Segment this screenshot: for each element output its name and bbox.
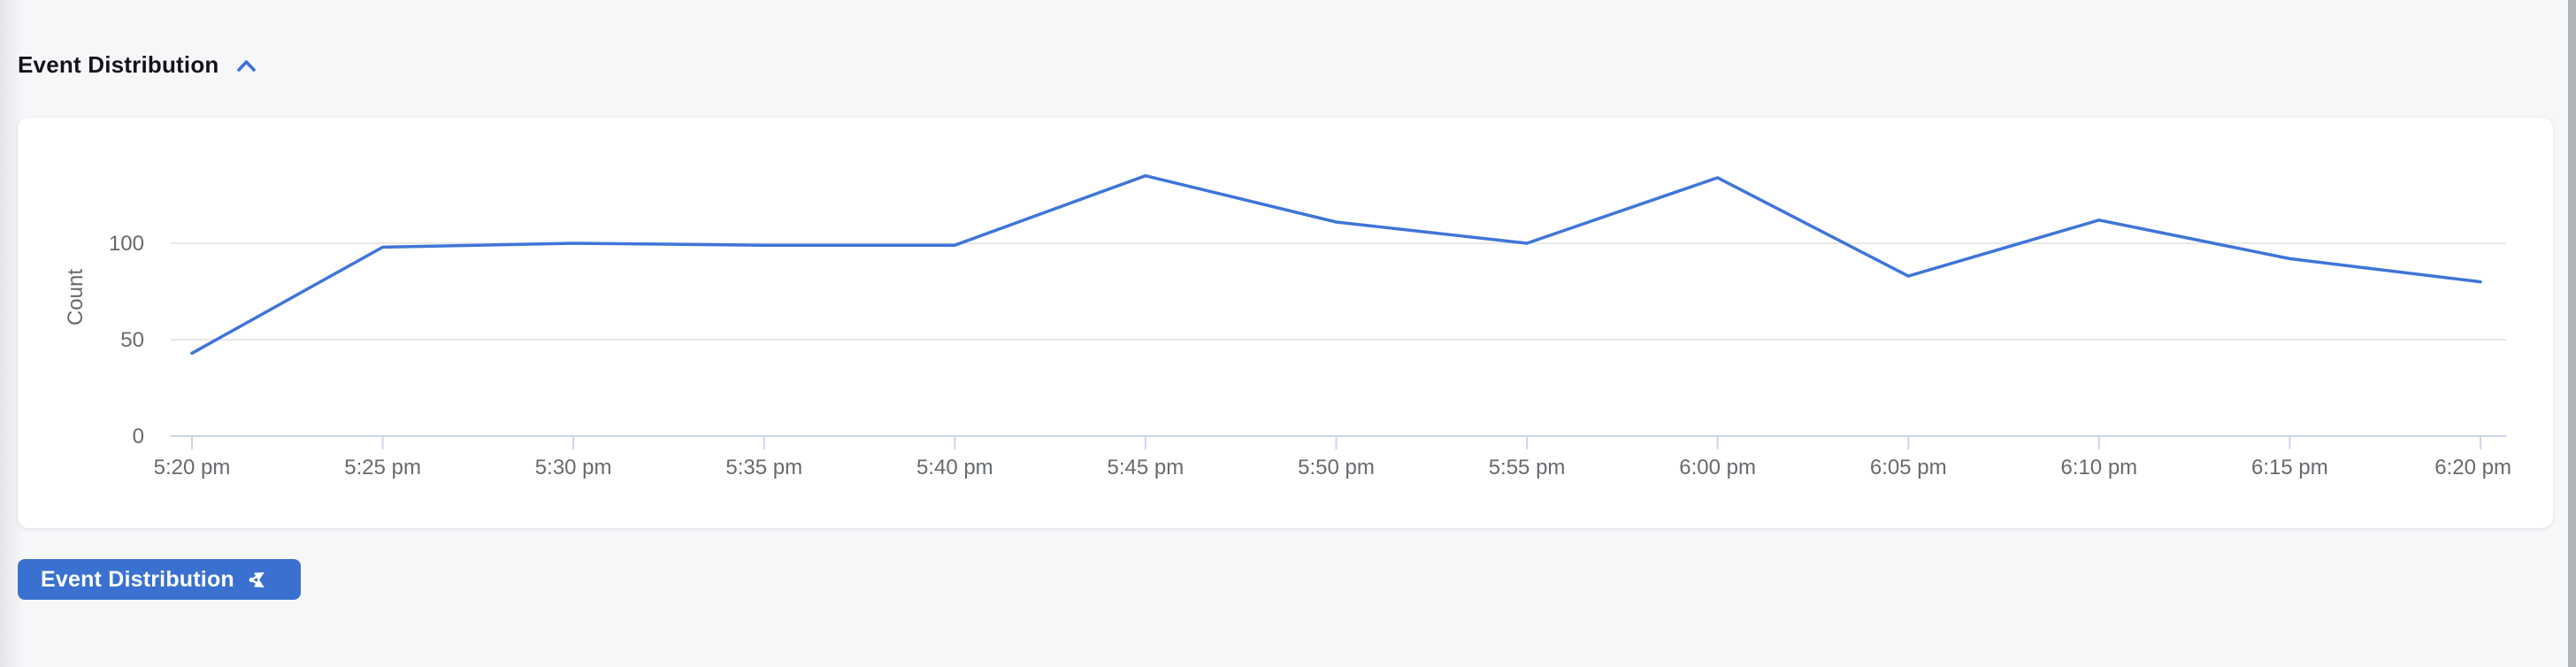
x-tick-label: 5:55 pm <box>1489 456 1566 479</box>
page-title: Event Distribution <box>18 51 219 78</box>
y-tick-label: 50 <box>120 328 144 352</box>
share-icon <box>247 568 271 592</box>
series-line-count <box>190 173 2482 356</box>
x-tick-label: 5:35 pm <box>725 456 802 479</box>
collapse-toggle-button[interactable] <box>236 58 257 73</box>
x-tick-label: 5:45 pm <box>1108 456 1184 479</box>
x-tick-label: 6:05 pm <box>1870 456 1947 479</box>
x-tick-label: 6:20 pm <box>2434 456 2511 479</box>
x-tick-label: 5:20 pm <box>154 456 231 479</box>
event-distribution-chart[interactable]: 5:20 pm 5:25 pm 5:30 pm 5:35 pm 5:40 pm 5:45 … <box>18 118 2553 528</box>
vertical-scrollbar[interactable] <box>2568 0 2576 667</box>
chevron-up-icon <box>236 58 257 73</box>
chart-card: 5:20 pm 5:25 pm 5:30 pm 5:35 pm 5:40 pm 5:45 … <box>18 118 2553 528</box>
x-tick-label: 5:40 pm <box>916 456 993 479</box>
x-tick-label: 6:00 pm <box>1679 456 1756 479</box>
x-tick-label: 5:50 pm <box>1298 456 1375 479</box>
x-tick-label: 5:25 pm <box>344 456 421 479</box>
x-tick-label: 5:30 pm <box>535 456 612 479</box>
event-distribution-share-button[interactable]: Event Distribution <box>18 559 301 600</box>
x-tick-label: 6:10 pm <box>2060 456 2137 479</box>
x-tick-label: 6:15 pm <box>2251 456 2328 479</box>
share-button-label: Event Distribution <box>41 566 234 592</box>
y-tick-label: 0 <box>133 425 144 448</box>
y-tick-label: 100 <box>109 232 144 256</box>
y-axis-title: Count <box>64 269 88 326</box>
section-header: Event Distribution <box>18 51 257 79</box>
